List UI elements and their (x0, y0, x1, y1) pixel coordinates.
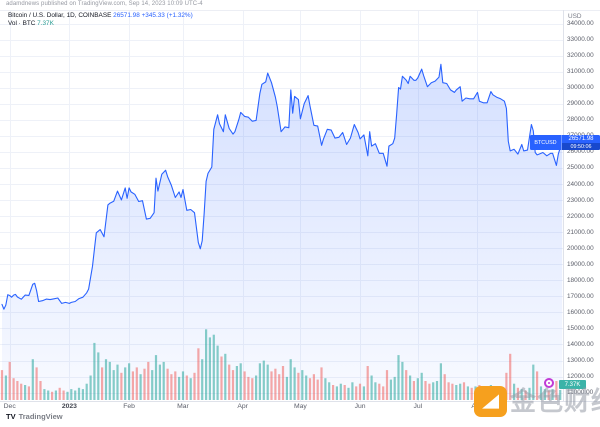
price-tick-label: 33000.00 (567, 36, 594, 44)
header-divider (0, 10, 600, 11)
price-change: +345.33 (+1.32%) (141, 12, 193, 19)
date-tick-label: May (293, 403, 307, 410)
price-tick-label: 11000.00 (567, 389, 594, 397)
symbol-title: Bitcoin / U.S. Dollar, 1D, COINBASE (8, 12, 112, 19)
date-tick-label: 2023 (61, 403, 77, 410)
price-tick-label: 25000.00 (567, 164, 594, 172)
price-tick-label: 28000.00 (567, 116, 594, 124)
volume-label: Vol · BTC (8, 20, 36, 27)
tradingview-wordmark: TradingView (18, 412, 63, 421)
current-price-badge: BTCUSD 26571.98 09:50:06 (530, 135, 600, 151)
price-tick-label: 26000.00 (567, 148, 594, 156)
badge-price: 26571.98 (568, 136, 594, 143)
price-axis-border (563, 10, 564, 402)
price-tick-label: 29000.00 (567, 100, 594, 108)
price-tick-label: 21000.00 (567, 228, 594, 236)
price-tick-label: 14000.00 (567, 341, 594, 348)
date-tick-label: Jun (354, 403, 366, 410)
date-tick-label: Mar (177, 403, 189, 410)
price-tick-label: 31000.00 (567, 68, 594, 76)
volume-value: 7.37K (37, 20, 54, 27)
last-price: 26571.98 (113, 12, 140, 19)
date-tick-label: Apr (237, 403, 248, 410)
legend-volume-row[interactable]: Vol · BTC 7.37K (8, 20, 54, 27)
volume-axis-badge: 7.37K (559, 380, 586, 389)
price-tick-label: 30000.00 (567, 84, 594, 92)
price-tick-label: 12000.00 (567, 373, 594, 381)
price-tick-label: 23000.00 (567, 196, 594, 204)
attribution-text: adamdnews published on TradingView.com, … (6, 1, 203, 7)
price-tick-label: 24000.00 (567, 180, 594, 188)
price-tick-label: 32000.00 (567, 52, 594, 60)
price-tick-label: 19000.00 (567, 260, 594, 268)
date-axis-border (0, 401, 600, 402)
price-axis[interactable]: 34000.00 33000.00 32000.00 31000.00 30000.00… (566, 0, 600, 400)
date-tick-label: Dec (3, 403, 16, 410)
axis-unit-label: USD (568, 12, 582, 20)
price-tick-label: 16000.00 (567, 308, 594, 316)
price-tick-label: 15000.00 (567, 324, 594, 332)
tradingview-attribution[interactable]: TV TradingView (6, 412, 63, 421)
date-tick-label: Jul (413, 403, 423, 410)
price-tick-label: 17000.00 (567, 292, 594, 300)
price-tick-label: 22000.00 (567, 212, 594, 220)
watermark: 金色财经 (474, 386, 600, 417)
watermark-logo-icon (474, 386, 507, 417)
badge-countdown: 09:50:06 (562, 143, 600, 151)
tradingview-logo-icon: TV (6, 412, 16, 421)
price-tick-label: 34000.00 (567, 20, 594, 27)
badge-symbol: BTCUSD (530, 135, 562, 151)
watermark-text: 金色财经 (510, 386, 600, 416)
event-marker-icon[interactable] (544, 378, 554, 388)
price-tick-label: 18000.00 (567, 276, 594, 284)
date-tick-label: Feb (123, 403, 135, 410)
price-tick-label: 20000.00 (567, 244, 594, 252)
legend-symbol-row[interactable]: Bitcoin / U.S. Dollar, 1D, COINBASE 2657… (8, 12, 193, 19)
price-tick-label: 13000.00 (567, 357, 594, 365)
